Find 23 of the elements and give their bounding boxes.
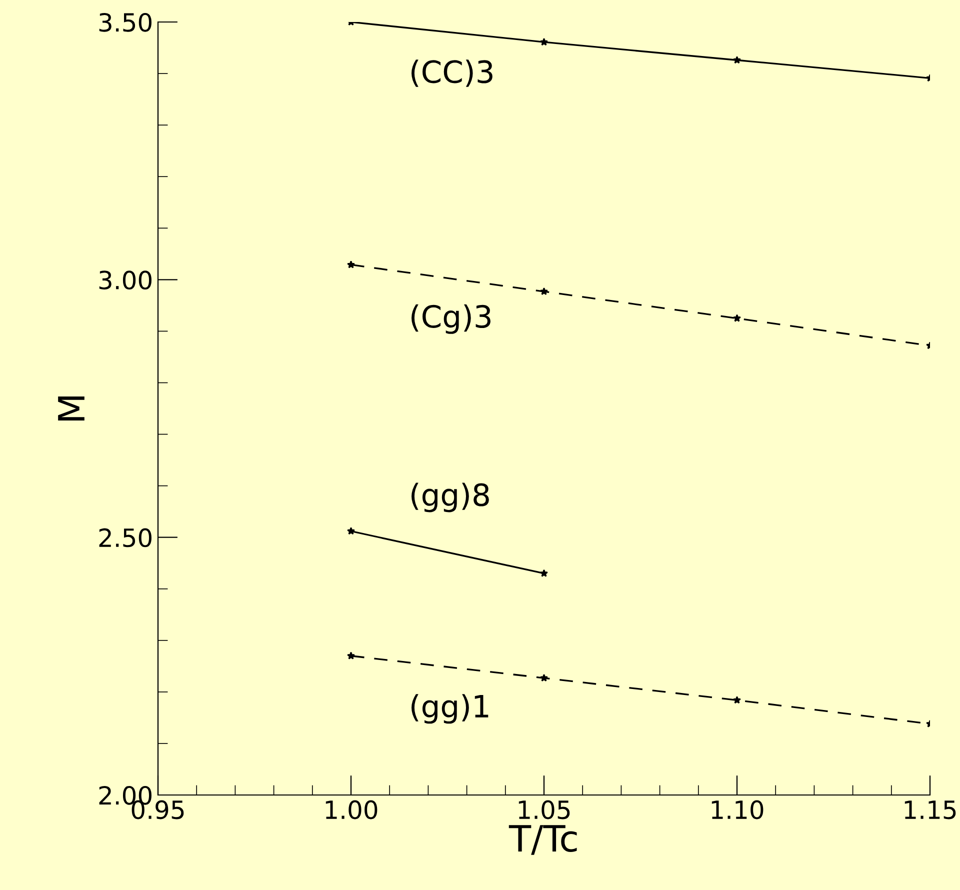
point (733, 56, 741, 64)
x-tick-label: 1.05 (518, 800, 570, 820)
x-tick-label: 1.15 (904, 800, 956, 820)
point (347, 526, 355, 535)
series-label: (gg)1 (412, 694, 488, 724)
point (347, 652, 355, 660)
series-label: (gg)8 (412, 482, 489, 512)
point (347, 260, 355, 268)
point (733, 314, 741, 322)
x-tick-label: 1.00 (326, 800, 378, 820)
point (540, 38, 548, 46)
x-axis-title: T/Tc (508, 825, 577, 855)
y-axis-title: M (58, 396, 84, 421)
x-tick-label: 1.10 (712, 800, 764, 820)
y-tick-label: 2.50 (99, 528, 152, 548)
point (540, 569, 548, 577)
point (733, 696, 741, 704)
y-tick-label: 3.00 (99, 270, 152, 290)
series-label: (CC)3 (412, 60, 492, 87)
point (540, 674, 548, 682)
point (540, 287, 548, 296)
series-label: (Cg)3 (412, 304, 490, 334)
y-tick-label: 3.50 (99, 12, 152, 32)
